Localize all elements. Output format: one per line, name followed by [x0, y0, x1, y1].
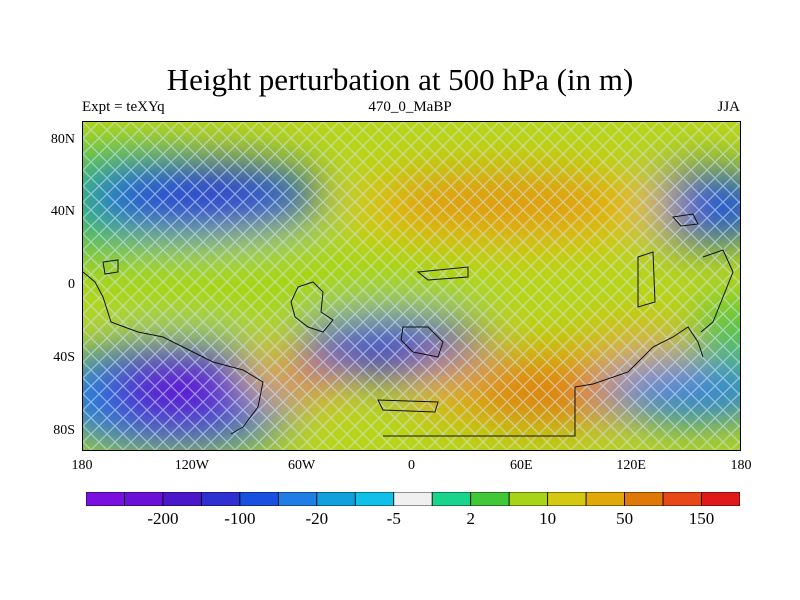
experiment-label: Expt = teXYq: [82, 99, 165, 115]
colorbar-swatch: [86, 492, 125, 506]
colorbar-swatch: [547, 492, 587, 506]
colorbar-swatch: [508, 492, 549, 506]
colorbar: [86, 492, 740, 506]
colorbar-tick-label: -5: [386, 509, 401, 528]
colorbar-swatch: [316, 492, 356, 506]
lon-tick-label: 180: [71, 458, 93, 473]
colorbar-swatch: [162, 492, 202, 506]
lon-tick-label: 180: [730, 458, 752, 473]
lat-tick-label: 80S: [53, 423, 75, 438]
colorbar-swatch: [585, 492, 625, 506]
colorbar-swatch: [354, 492, 395, 506]
colorbar-swatch: [470, 492, 510, 506]
colorbar-swatch: [393, 492, 433, 506]
lon-tick-label: 0: [408, 458, 415, 473]
lat-tick-label: 80N: [50, 132, 75, 147]
map-panel: [82, 121, 741, 451]
colorbar-swatch: [662, 492, 702, 506]
colorbar-tick-label: 50: [616, 509, 634, 528]
colorbar-tick-label: -200: [147, 509, 179, 528]
colorbar-tick-label: 2: [466, 509, 475, 528]
lon-tick-label: 60E: [510, 458, 533, 473]
colorbar-swatch: [124, 492, 164, 506]
lat-tick-label: 0: [68, 277, 75, 292]
colorbar-swatch: [431, 492, 472, 506]
colorbar-swatch: [201, 492, 241, 506]
field-map: [83, 122, 740, 450]
coastlines: [83, 213, 734, 437]
season-label: JJA: [717, 99, 740, 115]
lon-tick-label: 120W: [174, 458, 209, 473]
lat-tick-label: 40N: [50, 204, 75, 219]
lon-tick-label: 120E: [616, 458, 646, 473]
lon-tick-label: 60W: [288, 458, 316, 473]
colorbar-swatch: [624, 492, 664, 506]
map-title: Height perturbation at 500 hPa (in m): [166, 62, 634, 97]
colorbar-tick-label: 10: [539, 509, 557, 528]
lat-tick-label: 40S: [53, 350, 75, 365]
colorbar-swatch: [701, 492, 740, 506]
colorbar-swatch: [239, 492, 279, 506]
colorbar-tick-label: 150: [688, 509, 715, 528]
colorbar-tick-label: -100: [224, 509, 256, 528]
period-label: 470_0_MaBP: [368, 99, 452, 115]
colorbar-swatch: [277, 492, 318, 506]
colorbar-tick-label: -20: [305, 509, 329, 528]
